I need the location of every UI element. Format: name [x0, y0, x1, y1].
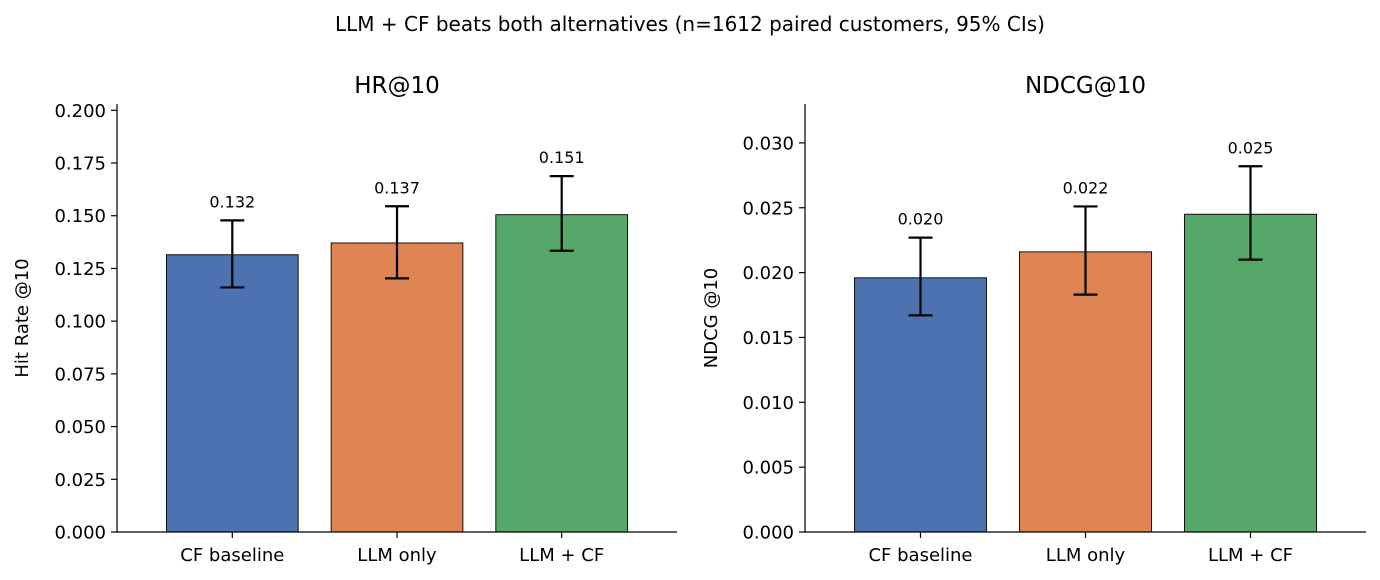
error-bar-cf-baseline — [220, 219, 245, 289]
y-axis-label: Hit Rate @10 — [12, 258, 33, 377]
x-tick-label: CF baseline — [868, 545, 972, 566]
y-tick-label: 0.005 — [742, 458, 794, 479]
data-label: 0.132 — [209, 192, 255, 211]
y-tick-label: 0.025 — [742, 198, 794, 219]
x-tick-label: LLM + CF — [519, 545, 604, 566]
data-label: 0.022 — [1063, 178, 1109, 197]
y-tick-label: 0.175 — [54, 154, 106, 175]
data-label: 0.025 — [1228, 138, 1274, 157]
chart-panel-hr: HR@10 0.132 0.137 0.151 0.000 0.025 0.050 0.075… — [12, 73, 677, 566]
error-bar-llm-cf — [1238, 165, 1263, 261]
error-bar-llm-only — [1073, 205, 1098, 296]
y-tick-label: 0.150 — [54, 206, 106, 227]
bar-cf-baseline — [165, 254, 299, 533]
y-tick-label: 0.025 — [54, 470, 106, 491]
y-tick-label: 0.000 — [742, 523, 794, 544]
figure-title: LLM + CF beats both alternatives (n=1612… — [335, 12, 1045, 36]
y-tick-label: 0.000 — [54, 523, 106, 544]
x-tick-label: LLM only — [1046, 545, 1126, 566]
bar-llm-only — [330, 242, 464, 533]
y-tick-label: 0.030 — [742, 133, 794, 154]
panel-title: NDCG@10 — [1025, 73, 1146, 99]
bar-llm-cf — [1184, 213, 1317, 533]
y-tick-label: 0.050 — [54, 417, 106, 438]
y-tick-label: 0.020 — [742, 263, 794, 284]
data-label: 0.020 — [898, 210, 944, 229]
bar-llm-cf — [495, 214, 629, 533]
error-bar-llm-only — [385, 205, 409, 280]
error-bar-llm-cf — [549, 175, 574, 252]
x-tick-label: LLM only — [357, 545, 437, 566]
chart-panel-ndcg: NDCG@10 0.020 0.022 0.025 0.000 0.005 0.010 0.0… — [701, 73, 1366, 566]
x-tick-label: LLM + CF — [1208, 545, 1293, 566]
data-label: 0.137 — [374, 178, 420, 197]
y-tick-label: 0.010 — [742, 393, 794, 414]
data-label: 0.151 — [539, 148, 585, 167]
y-tick-label: 0.015 — [742, 328, 794, 349]
y-tick-label: 0.200 — [54, 101, 106, 122]
x-tick-label: CF baseline — [180, 545, 284, 566]
error-bar-cf-baseline — [908, 236, 933, 317]
y-axis-label: NDCG @10 — [701, 268, 722, 368]
y-tick-label: 0.100 — [54, 312, 106, 333]
panel-title: HR@10 — [354, 73, 440, 99]
y-tick-label: 0.075 — [54, 364, 106, 385]
y-tick-label: 0.125 — [54, 259, 106, 280]
